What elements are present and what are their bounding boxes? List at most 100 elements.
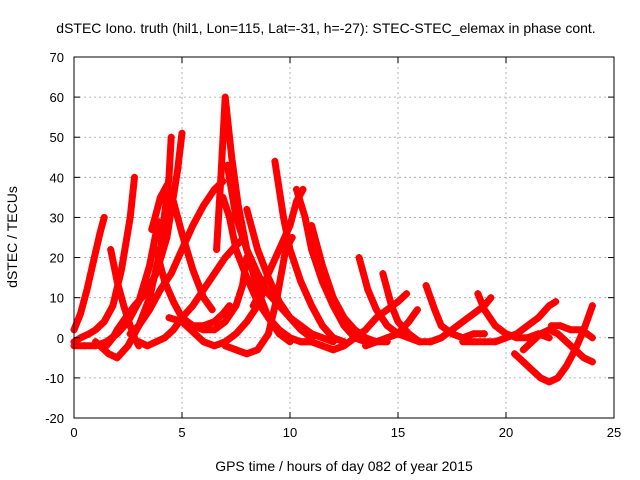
data-point xyxy=(105,350,113,358)
data-point xyxy=(113,354,121,362)
data-point xyxy=(578,326,586,334)
data-point xyxy=(329,294,337,302)
data-point xyxy=(379,270,387,278)
y-tick-label: 0 xyxy=(57,331,64,346)
data-series xyxy=(148,181,216,314)
x-tick-label: 10 xyxy=(283,425,297,440)
data-point xyxy=(459,318,467,326)
data-series xyxy=(271,157,348,346)
data-point xyxy=(223,161,231,169)
y-tick-label: -10 xyxy=(45,371,64,386)
data-point xyxy=(297,278,305,286)
data-point xyxy=(152,338,160,346)
data-point xyxy=(232,346,240,354)
data-point xyxy=(221,342,229,350)
data-point xyxy=(243,274,251,282)
data-series xyxy=(126,177,227,338)
data-point xyxy=(588,302,596,310)
data-series xyxy=(70,213,108,334)
data-point xyxy=(524,322,532,330)
data-point xyxy=(156,286,164,294)
data-point xyxy=(362,342,370,350)
y-tick-label: 50 xyxy=(50,130,64,145)
data-point xyxy=(243,205,251,213)
data-point xyxy=(426,338,434,346)
data-point xyxy=(524,334,532,342)
series-trace xyxy=(107,246,143,350)
axis-ticks: 0 5 10 15 20 25 -20 -10 0 10 20 30 40 50 60 70 xyxy=(45,50,621,440)
data-point xyxy=(161,278,169,286)
series-trace xyxy=(126,177,227,338)
data-point xyxy=(264,330,272,338)
data-point xyxy=(388,302,396,310)
data-point xyxy=(200,201,208,209)
data-point xyxy=(109,302,117,310)
data-point xyxy=(403,290,411,298)
data-point xyxy=(135,338,143,346)
data-point xyxy=(146,294,154,302)
data-point xyxy=(169,298,177,306)
data-point xyxy=(243,246,251,254)
data-point xyxy=(210,326,218,334)
series-group xyxy=(70,93,596,386)
data-point xyxy=(141,290,149,298)
data-point xyxy=(329,346,337,354)
data-point xyxy=(113,278,121,286)
data-point xyxy=(232,302,240,310)
x-tick-label: 15 xyxy=(391,425,405,440)
data-series xyxy=(547,322,596,342)
data-point xyxy=(502,334,510,342)
data-point xyxy=(470,338,478,346)
data-point xyxy=(318,322,326,330)
y-tick-label: 70 xyxy=(50,50,64,65)
data-point xyxy=(275,298,283,306)
data-point xyxy=(275,246,283,254)
data-series xyxy=(519,326,596,366)
data-point xyxy=(264,290,272,298)
data-point xyxy=(437,322,445,330)
data-point xyxy=(81,342,89,350)
data-point xyxy=(200,294,208,302)
data-point xyxy=(254,246,262,254)
data-point xyxy=(161,334,169,342)
data-point xyxy=(146,262,154,270)
data-point xyxy=(143,342,151,350)
data-point xyxy=(210,342,218,350)
data-point xyxy=(189,221,197,229)
data-series xyxy=(362,306,421,350)
data-point xyxy=(92,338,100,346)
data-point xyxy=(562,338,570,346)
data-point xyxy=(232,246,240,254)
data-point xyxy=(480,330,488,338)
data-series xyxy=(243,205,316,342)
data-point xyxy=(178,229,186,237)
data-point xyxy=(228,153,236,161)
y-tick-label: 20 xyxy=(50,251,64,266)
data-point xyxy=(537,330,545,338)
data-point xyxy=(362,334,370,342)
data-point xyxy=(308,302,316,310)
data-point xyxy=(580,354,588,362)
data-point xyxy=(547,322,555,330)
data-point xyxy=(280,213,288,221)
data-point xyxy=(299,185,307,193)
y-axis-label: dSTEC / TECUs xyxy=(4,186,20,288)
data-point xyxy=(126,213,134,221)
data-point xyxy=(297,326,305,334)
chart-title: dSTEC Iono. truth (hil1, Lon=115, Lat=-3… xyxy=(56,20,595,36)
data-point xyxy=(113,326,121,334)
x-tick-label: 5 xyxy=(178,425,185,440)
data-point xyxy=(189,266,197,274)
data-point xyxy=(588,358,596,366)
data-point xyxy=(152,246,160,254)
data-point xyxy=(238,282,246,290)
data-point xyxy=(562,362,570,370)
data-point xyxy=(431,306,439,314)
data-point xyxy=(383,322,391,330)
data-point xyxy=(243,350,251,358)
x-tick-label: 0 xyxy=(70,425,77,440)
data-point xyxy=(120,302,128,310)
data-point xyxy=(552,298,560,306)
data-point xyxy=(208,306,216,314)
